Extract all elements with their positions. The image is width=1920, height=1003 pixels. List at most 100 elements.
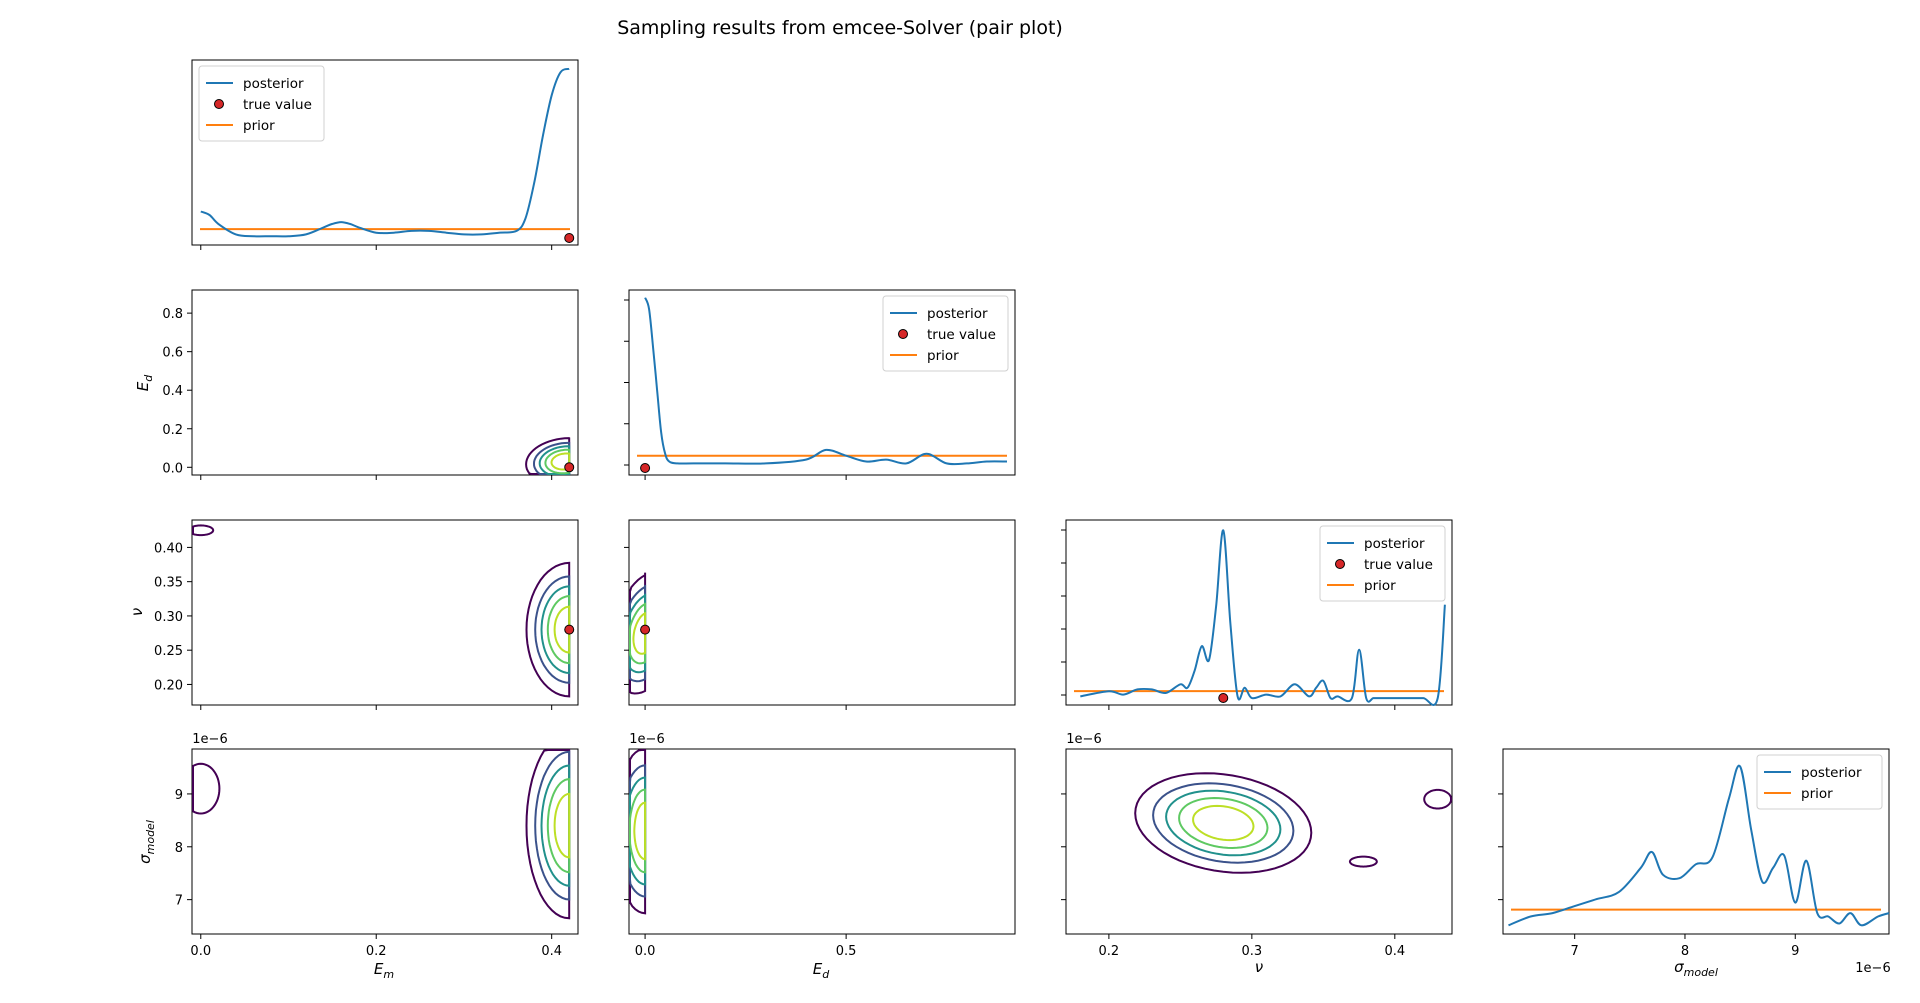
contour-level [553,605,571,654]
offset-text: 1e−6 [1066,732,1101,747]
contour-level [1178,796,1269,850]
contour-level [540,764,571,887]
legend-true-value-marker [1335,559,1345,569]
legend-true_value-label: true value [927,327,996,343]
legend-box [882,295,1009,372]
contour-level [540,585,571,674]
x-tick-label: 0.4 [541,944,562,959]
contour-level [1152,782,1295,864]
y-tick-label: 0.40 [154,541,183,556]
legend-posterior-label: posterior [243,76,304,92]
y-tick-label: 0.6 [162,346,183,361]
legend-true_value-label: true value [243,97,312,113]
x-tick-label: 0.2 [366,944,387,959]
y-axis-label-Ed: Ed [134,374,155,391]
axes-frame [191,748,579,935]
axes-frame [191,289,579,476]
x-axis-label-Ed: Ed [813,960,830,981]
x-offset-text: 1e−6 [1855,961,1890,976]
x-axis-label-Em: Em [374,960,394,981]
figure-title: Sampling results from emcee-Solver (pair… [617,17,1063,39]
y-tick-label: 7 [175,894,183,909]
true-value-marker [640,624,651,635]
x-tick-label: 0.4 [1384,944,1405,959]
legend-true-value-marker [898,329,908,339]
legend-posterior-label: posterior [1364,536,1425,552]
y-tick-label: 9 [175,788,183,803]
legend-prior-label: prior [927,348,959,364]
joint-panel-E_d-sigma_model: 0.0 0.5 1e−6 [624,732,1016,959]
x-tick-label: 8 [1681,944,1689,959]
axes-frame [628,748,1016,935]
posterior-curve [644,297,1008,466]
contour-level [1134,772,1313,874]
y-tick-label: 0.25 [154,644,183,659]
legend-box [198,65,325,142]
x-tick-label: 0.0 [190,944,211,959]
posterior-curve [200,67,570,238]
contour-level [629,764,647,898]
x-tick-label: 0.5 [836,944,857,959]
legend-box [1319,525,1446,602]
offset-text: 1e−6 [192,732,227,747]
marginal-panel-nu: posterior true value prior [1061,519,1453,710]
x-tick-label: 0.2 [1099,944,1120,959]
joint-panel-E_m-E_d: 0.0 0.2 0.4 0.6 0.8 [162,289,579,480]
contour-level [534,575,571,684]
contour-level [1348,855,1378,868]
pair-plot-panels: posterior true value prior posterior true va… [128,59,1891,981]
legend-prior-label: prior [1801,786,1833,802]
legend-prior-label: prior [243,118,275,134]
legend-prior-label: prior [1364,578,1396,594]
posterior-curve [1080,529,1446,706]
y-axis-label-sigma: σmodel [136,820,157,864]
y-tick-label: 8 [175,841,183,856]
axes-frame [628,519,1016,706]
x-tick-label: 0.0 [635,944,656,959]
contour-level [632,612,647,655]
x-tick-label: 7 [1571,944,1579,959]
legend-posterior-label: posterior [1801,765,1862,781]
contour-level [192,762,221,815]
true-value-marker [564,624,575,635]
axes-frame [1502,748,1890,935]
contour-level [192,524,215,537]
true-value-marker [564,462,575,473]
joint-panel-nu-sigma_model: 0.2 0.3 0.4 1e−6 [1061,732,1453,959]
contour-level [546,777,571,874]
contour-level [553,792,571,859]
offset-text: 1e−6 [629,732,664,747]
x-axis-label-sigma: σmodel [1674,958,1718,979]
joint-panel-E_d-nu [624,519,1016,710]
contour-level [629,788,647,874]
y-tick-label: 0.8 [162,307,183,322]
joint-panel-E_m-sigma_model: 0.0 0.2 0.4 7 8 9 1e−6 [175,732,579,959]
legend-true_value-label: true value [1364,557,1433,573]
contour-level [546,595,571,665]
true-value-marker [640,463,651,473]
x-tick-label: 0.3 [1242,944,1263,959]
y-tick-label: 0.0 [162,461,183,476]
contour-level [1192,804,1255,842]
true-value-marker [1218,693,1229,703]
contour-level [525,561,571,698]
marginal-panel-E_m: posterior true value prior [191,59,579,250]
marginal-panel-E_d: posterior true value prior [624,289,1016,480]
contour-level [1165,789,1282,857]
x-tick-label: 9 [1791,944,1799,959]
axes-frame [191,59,579,246]
legend-posterior-label: posterior [927,306,988,322]
x-axis-label-nu: ν [1255,958,1263,976]
contour-level [525,749,571,920]
joint-panel-E_m-nu: 0.20 0.25 0.30 0.35 0.40 [154,519,579,710]
axes-frame [1065,519,1453,706]
contour-level [1423,788,1452,810]
y-tick-label: 0.30 [154,610,183,625]
y-tick-label: 0.4 [162,384,183,399]
y-axis-label-nu: ν [128,608,146,616]
axes-frame [1065,748,1453,935]
y-tick-label: 0.35 [154,576,183,591]
posterior-curve [1508,764,1890,927]
y-tick-label: 0.2 [162,423,183,438]
